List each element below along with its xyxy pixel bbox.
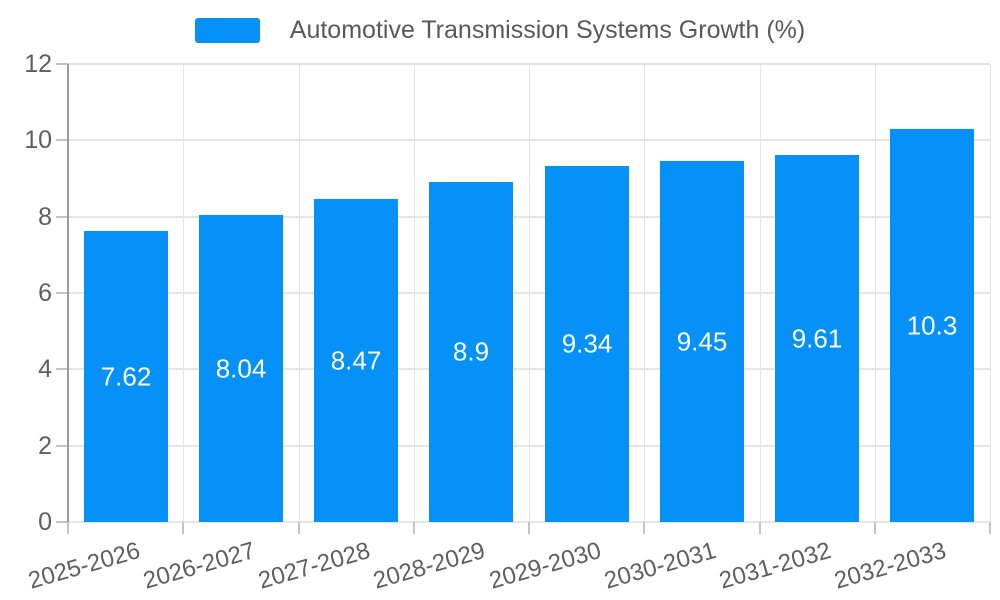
y-tick-label: 6 <box>38 279 52 307</box>
x-axis-tick <box>182 522 184 534</box>
y-tick-label: 0 <box>38 508 52 536</box>
bar[interactable]: 9.34 <box>545 166 629 522</box>
y-axis-line <box>67 64 69 522</box>
bar[interactable]: 7.62 <box>84 231 168 522</box>
legend-label[interactable]: Automotive Transmission Systems Growth (… <box>289 16 806 44</box>
bar[interactable]: 9.61 <box>775 155 859 522</box>
bar-value-label: 10.3 <box>906 310 958 340</box>
y-tick-label: 2 <box>38 431 52 460</box>
y-axis-tick <box>56 215 68 218</box>
x-gridline <box>183 64 184 522</box>
y-tick-label: 8 <box>38 202 52 231</box>
bar[interactable]: 8.9 <box>429 182 513 522</box>
bar[interactable]: 8.04 <box>199 215 283 522</box>
x-gridline <box>760 64 761 522</box>
y-axis-tick <box>56 63 68 65</box>
x-axis-tick <box>298 522 300 534</box>
bar-value-label: 7.62 <box>100 361 152 391</box>
y-axis-tick <box>56 292 68 294</box>
x-axis-tick <box>413 522 415 534</box>
x-gridline <box>299 64 300 522</box>
bar-value-label: 9.34 <box>561 328 613 359</box>
bar[interactable]: 9.45 <box>660 161 744 522</box>
legend-swatch[interactable] <box>194 18 260 43</box>
x-axis-tick <box>643 522 645 534</box>
y-tick-label: 12 <box>24 50 52 78</box>
bar-value-label: 9.61 <box>791 323 843 353</box>
y-tick-label: 10 <box>24 126 52 155</box>
x-gridline <box>414 64 415 522</box>
x-axis-tick <box>759 522 761 534</box>
x-axis-tick <box>989 522 991 534</box>
x-axis-tick <box>528 522 530 534</box>
x-gridline <box>529 64 530 522</box>
x-axis-tick <box>67 522 69 534</box>
bar[interactable]: 10.3 <box>890 129 974 522</box>
bar-value-label: 8.47 <box>330 345 382 375</box>
y-axis-tick <box>56 444 68 447</box>
bar-value-label: 8.04 <box>215 353 267 383</box>
bar-value-label: 9.45 <box>676 326 728 356</box>
y-axis-tick <box>56 139 68 142</box>
x-gridline <box>644 64 645 522</box>
y-axis-tick <box>56 521 68 523</box>
x-gridline <box>875 64 876 522</box>
bar-value-label: 8.9 <box>452 336 490 367</box>
legend: Automotive Transmission Systems Growth (… <box>0 16 1000 45</box>
y-axis-tick <box>56 368 68 371</box>
bar[interactable]: 8.47 <box>314 199 398 522</box>
x-axis-tick <box>874 522 876 534</box>
y-tick-label: 4 <box>38 355 52 384</box>
x-gridline <box>990 64 991 522</box>
